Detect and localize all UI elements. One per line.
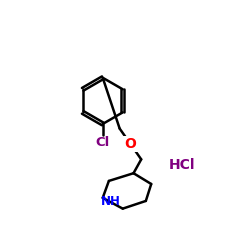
- Text: Cl: Cl: [96, 136, 110, 149]
- Text: O: O: [124, 137, 136, 151]
- Text: HCl: HCl: [169, 158, 196, 172]
- Text: NH: NH: [101, 195, 121, 208]
